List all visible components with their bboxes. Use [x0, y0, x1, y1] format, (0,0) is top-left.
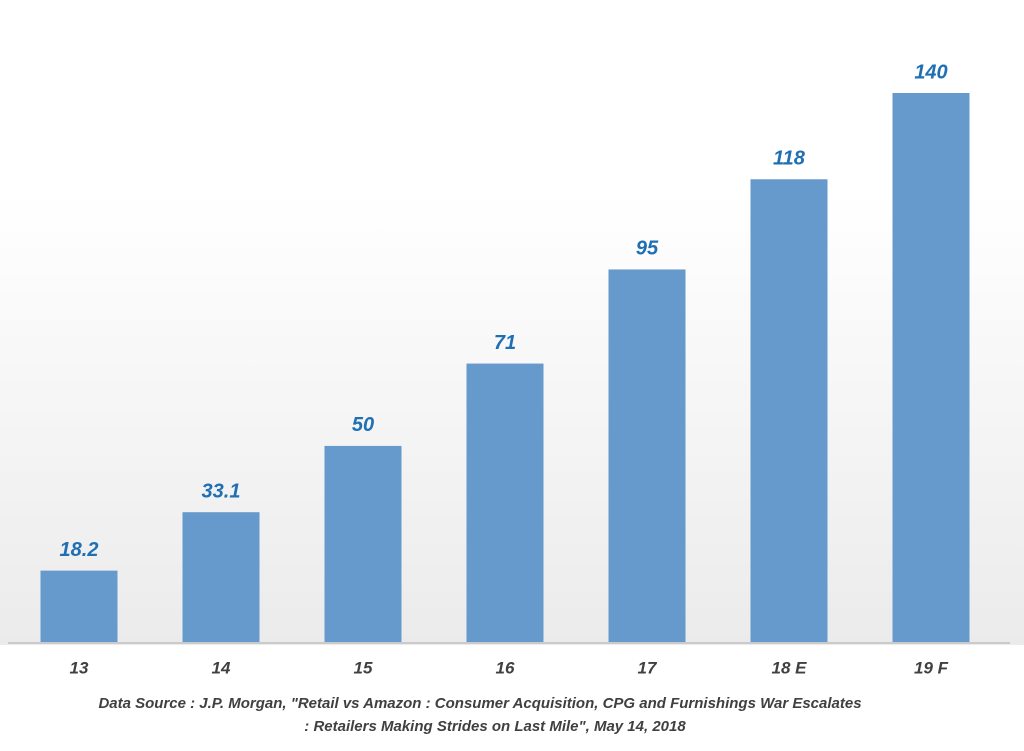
x-tick-label: 18 E [772, 658, 808, 677]
data-label: 95 [636, 238, 659, 260]
source-note: : Retailers Making Strides on Last Mile"… [304, 718, 686, 735]
data-label: 140 [914, 61, 947, 83]
bar [892, 93, 970, 642]
x-tick-label: 17 [638, 658, 658, 677]
bar [182, 512, 260, 642]
data-label: 71 [494, 332, 516, 354]
bar [40, 570, 118, 642]
data-label: 33.1 [202, 480, 241, 502]
data-label: 118 [773, 148, 806, 170]
x-tick-label: 19 F [914, 658, 949, 677]
source-note: Data Source : J.P. Morgan, "Retail vs Am… [98, 695, 861, 712]
x-tick-label: 15 [354, 658, 373, 677]
x-tick-label: 13 [70, 658, 89, 677]
bar [608, 269, 686, 642]
x-tick-label: 16 [496, 658, 515, 677]
bar [324, 445, 402, 642]
data-label: 18.2 [60, 539, 99, 561]
x-tick-label: 14 [212, 658, 231, 677]
bar [466, 363, 544, 642]
bar [750, 179, 828, 642]
data-label: 50 [352, 414, 374, 436]
